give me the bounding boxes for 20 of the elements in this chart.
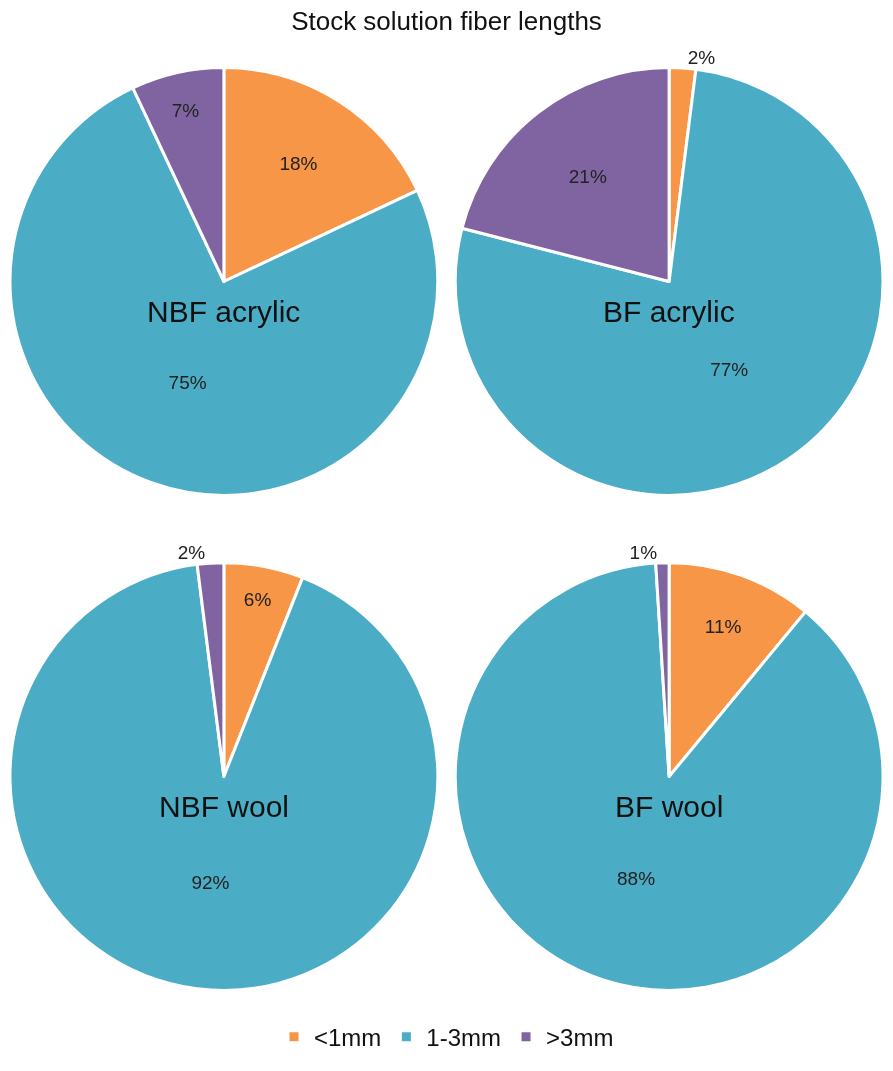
data-label: 2%	[687, 47, 716, 69]
chart-title: Stock solution fiber lengths	[291, 6, 602, 37]
data-label: 75%	[168, 371, 207, 393]
data-label: 7%	[171, 99, 200, 121]
legend-label: >3mm	[546, 1024, 614, 1052]
slice-label: BF wool	[615, 790, 724, 823]
data-label: 11%	[704, 615, 742, 637]
data-label: 77%	[710, 359, 749, 381]
data-label: 6%	[243, 589, 272, 611]
legend-label: 1-3mm	[426, 1024, 502, 1052]
data-label: 21%	[568, 166, 607, 188]
data-label: 92%	[191, 872, 230, 894]
legend-label: <1mm	[314, 1024, 382, 1052]
data-label: 88%	[617, 867, 656, 889]
slice-label: BF acrylic	[603, 295, 735, 328]
slice-label: NBF wool	[159, 790, 290, 823]
slice-label: NBF acrylic	[147, 295, 301, 328]
data-label: 2%	[177, 542, 206, 564]
data-label: 1%	[629, 541, 658, 563]
data-label: 18%	[279, 153, 318, 175]
